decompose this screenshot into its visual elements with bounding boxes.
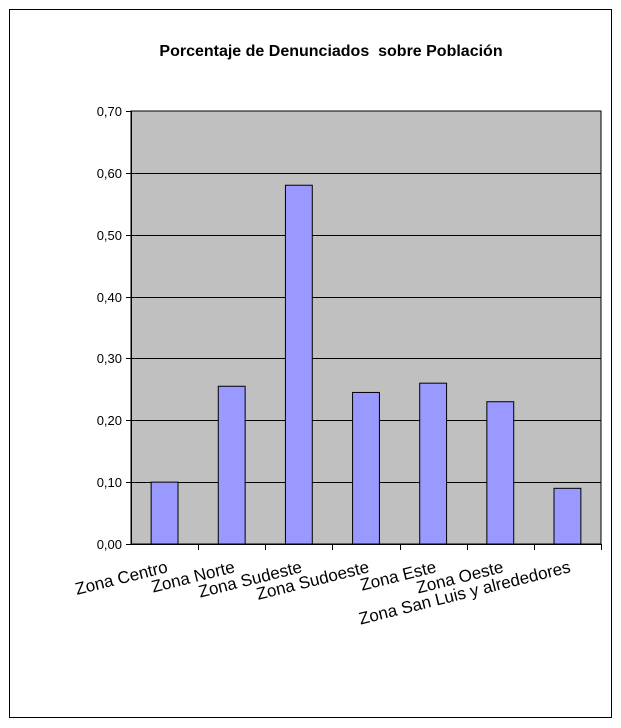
y-tick-label: 0,30 (97, 351, 122, 366)
y-tick-label: 0,40 (97, 290, 122, 305)
y-tick-label: 0,70 (97, 104, 122, 119)
bar (150, 481, 179, 545)
chart-title: Porcentaje de Denunciados sobre Població… (159, 43, 502, 60)
bar (352, 391, 380, 545)
bar (486, 401, 515, 545)
y-tick-label: 0,50 (97, 228, 122, 243)
bar (553, 487, 582, 545)
bar (217, 385, 246, 545)
bars (150, 184, 582, 545)
y-tick-label: 0,10 (97, 475, 122, 490)
y-tick-label: 0,20 (97, 413, 122, 428)
y-tick-label: 0,00 (97, 537, 122, 552)
bar (419, 382, 448, 545)
y-tick-label: 0,60 (97, 166, 122, 181)
bar (284, 184, 313, 545)
axes (126, 111, 602, 550)
y-tick-labels: 0,00 0,10 0,20 0,30 0,40 0,50 0,60 0,70 (97, 104, 122, 552)
